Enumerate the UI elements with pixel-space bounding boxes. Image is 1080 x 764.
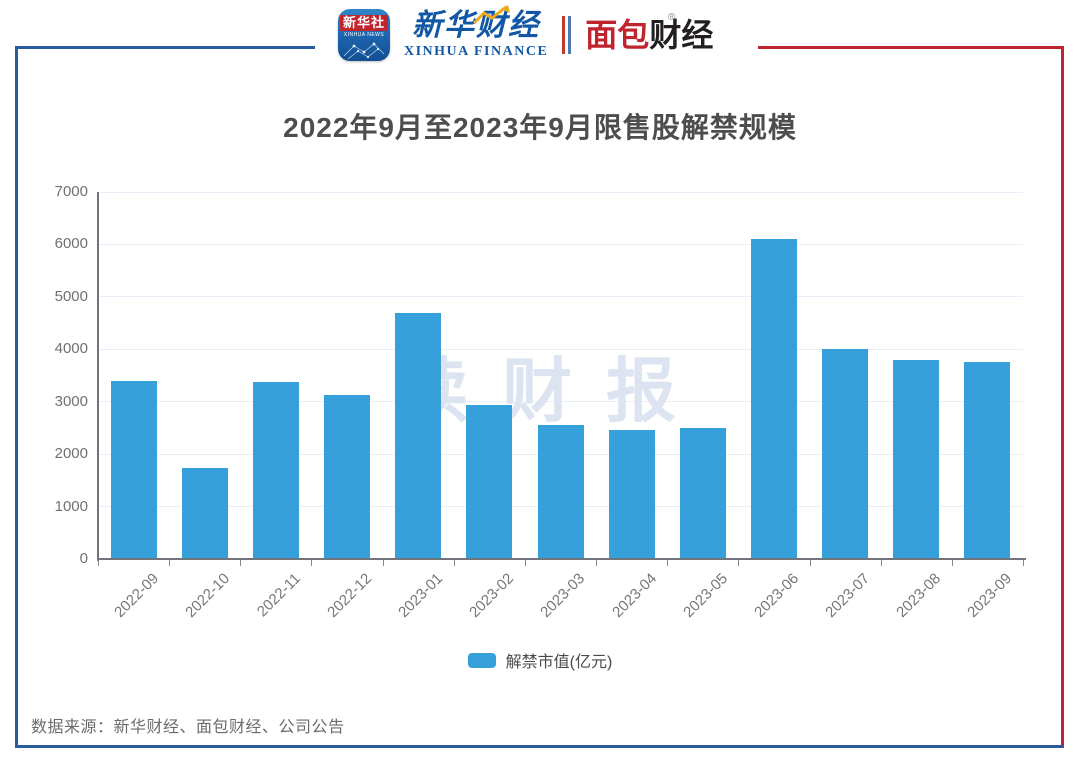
y-axis-label-6000: 6000 xyxy=(54,235,88,253)
y-axis-line xyxy=(97,192,99,561)
x-axis-tick xyxy=(667,560,669,566)
legend: 解禁市值(亿元) xyxy=(0,648,1080,672)
xinhua-finance-logo: 新华财经 XINHUA FINANCE xyxy=(404,5,549,59)
bar-2023-08[interactable] xyxy=(893,360,940,559)
x-axis-tick xyxy=(880,560,882,566)
y-axis-label-5000: 5000 xyxy=(54,287,88,305)
xinhua-finance-en: XINHUA FINANCE xyxy=(404,44,549,59)
legend-swatch xyxy=(467,652,496,668)
bar-2023-03[interactable] xyxy=(537,425,584,559)
gold-arrow-icon xyxy=(473,5,511,25)
x-axis-label-2023-05: 2023-05 xyxy=(679,570,731,621)
bar-2023-07[interactable] xyxy=(822,349,869,559)
x-axis-tick xyxy=(453,560,455,566)
chart-title: 2022年9月至2023年9月限售股解禁规模 xyxy=(283,112,797,143)
x-axis-label-2023-04: 2023-04 xyxy=(608,570,660,621)
frame-border-bottom xyxy=(15,745,1064,748)
y-axis-label-0: 0 xyxy=(79,550,88,567)
frame-border-left xyxy=(15,46,18,748)
legend-item[interactable]: 解禁市值(亿元) xyxy=(467,648,613,672)
frame-border-top-right xyxy=(758,46,1064,49)
x-axis-label-2022-09: 2022-09 xyxy=(110,570,162,621)
bar-2023-06[interactable] xyxy=(750,239,797,559)
x-axis-label-2023-02: 2023-02 xyxy=(466,570,518,621)
bar-2022-11[interactable] xyxy=(252,382,299,559)
logo-divider xyxy=(562,16,572,54)
x-axis-tick xyxy=(596,560,598,566)
x-axis-tick xyxy=(738,560,740,566)
bar-2023-05[interactable] xyxy=(679,428,726,559)
bread-finance-cn-red: 面包 xyxy=(585,17,650,53)
xinhua-finance-cn: 新华财经 xyxy=(412,5,541,42)
y-axis-label-1000: 1000 xyxy=(54,497,88,515)
y-axis-label-4000: 4000 xyxy=(54,340,88,358)
x-axis-tick xyxy=(240,560,242,566)
bar-2022-10[interactable] xyxy=(181,468,228,559)
x-axis-tick xyxy=(169,560,171,566)
bread-finance-cn-dark: 财经 xyxy=(649,17,714,53)
x-axis-label-2022-12: 2022-12 xyxy=(324,570,376,621)
x-axis-label-2023-06: 2023-06 xyxy=(751,570,802,621)
gridline-7000 xyxy=(98,191,1023,193)
xinhua-news-app-cn: 新华社 xyxy=(339,15,388,31)
registered-mark: ® xyxy=(667,12,676,23)
divider-red-bar xyxy=(562,16,566,54)
x-axis-tick xyxy=(524,560,526,566)
bar-2023-04[interactable] xyxy=(608,430,655,559)
x-axis-label-2023-09: 2023-09 xyxy=(964,570,1016,621)
x-axis-tick xyxy=(809,560,811,566)
gridline-5000 xyxy=(98,296,1023,298)
x-axis-label-2023-03: 2023-03 xyxy=(537,570,589,621)
bread-finance-logo: 面包财经 ® xyxy=(585,13,714,53)
divider-blue-bar xyxy=(568,16,572,54)
bar-2022-09[interactable] xyxy=(110,381,157,559)
x-axis-line xyxy=(97,558,1026,560)
bar-2022-12[interactable] xyxy=(324,395,371,559)
xinhua-news-app-icon: 新华社 XINHUA NEWS xyxy=(338,9,390,61)
x-axis-label-2022-11: 2022-11 xyxy=(253,570,304,621)
x-axis-tick xyxy=(311,560,313,566)
watermark-text: 读财报 xyxy=(398,352,710,430)
gridline-3000 xyxy=(98,401,1023,403)
bar-2023-02[interactable] xyxy=(466,405,513,559)
xinhua-finance-cn-text: 新华财经 xyxy=(412,9,541,42)
x-axis-label-2022-10: 2022-10 xyxy=(181,570,233,621)
gridline-4000 xyxy=(98,348,1023,350)
bar-2023-01[interactable] xyxy=(395,313,442,559)
x-axis-label-2023-01: 2023-01 xyxy=(395,570,447,621)
x-axis-label-2023-07: 2023-07 xyxy=(822,570,874,621)
x-axis-tick xyxy=(1023,560,1024,566)
x-axis-tick xyxy=(951,560,953,566)
y-axis-label-2000: 2000 xyxy=(54,445,88,463)
y-axis-label-3000: 3000 xyxy=(54,392,88,410)
network-pattern-icon xyxy=(343,42,385,60)
header: 新华社 XINHUA NEWS 新华财经 XINHUA FINAN xyxy=(338,5,714,64)
data-source-note: 数据来源：新华财经、面包财经、公司公告 xyxy=(31,719,345,736)
gridline-6000 xyxy=(98,243,1023,245)
legend-label: 解禁市值(亿元) xyxy=(505,654,613,671)
x-axis-tick xyxy=(98,560,99,566)
y-axis-label-7000: 7000 xyxy=(54,183,88,200)
xinhua-news-app-en: XINHUA NEWS xyxy=(343,32,385,38)
x-axis-tick xyxy=(382,560,384,566)
x-axis-label-2023-08: 2023-08 xyxy=(893,570,945,621)
frame-border-top-left xyxy=(15,46,315,49)
bar-2023-09[interactable] xyxy=(964,362,1011,559)
frame-border-right xyxy=(1061,46,1064,748)
